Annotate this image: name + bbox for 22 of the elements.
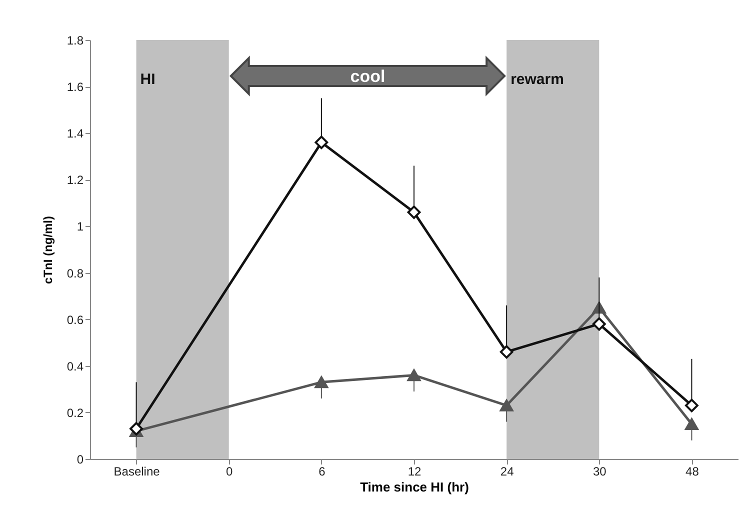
y-tick-label: 1.4 bbox=[66, 126, 84, 141]
y-tick-label: 0.4 bbox=[66, 359, 84, 374]
x-axis-title: Time since HI (hr) bbox=[360, 480, 469, 494]
y-axis-title: cTnI (ng/ml) bbox=[40, 216, 55, 284]
x-tick-label: 30 bbox=[592, 464, 607, 478]
x-tick-label: Baseline bbox=[114, 464, 160, 478]
x-tick-label: 48 bbox=[686, 464, 700, 478]
band-label: HI bbox=[140, 71, 156, 88]
x-tick-label: 0 bbox=[226, 464, 234, 478]
x-tick-label: 12 bbox=[408, 464, 422, 478]
y-tick-label: 1.6 bbox=[66, 80, 84, 94]
x-tick-label: 6 bbox=[318, 464, 326, 478]
y-tick-label: 0.2 bbox=[66, 406, 84, 420]
y-tick-label: 1.2 bbox=[66, 173, 84, 188]
y-tick-label: 0.8 bbox=[66, 266, 84, 280]
x-tick-label: 24 bbox=[500, 464, 514, 478]
y-tick-label: 0.6 bbox=[66, 312, 84, 327]
annotation: cool bbox=[350, 67, 386, 86]
y-tick-label: 0 bbox=[76, 452, 84, 466]
y-tick-label: 1.8 bbox=[66, 34, 84, 48]
band-label: rewarm bbox=[510, 71, 564, 88]
y-tick-label: 1 bbox=[76, 220, 84, 234]
